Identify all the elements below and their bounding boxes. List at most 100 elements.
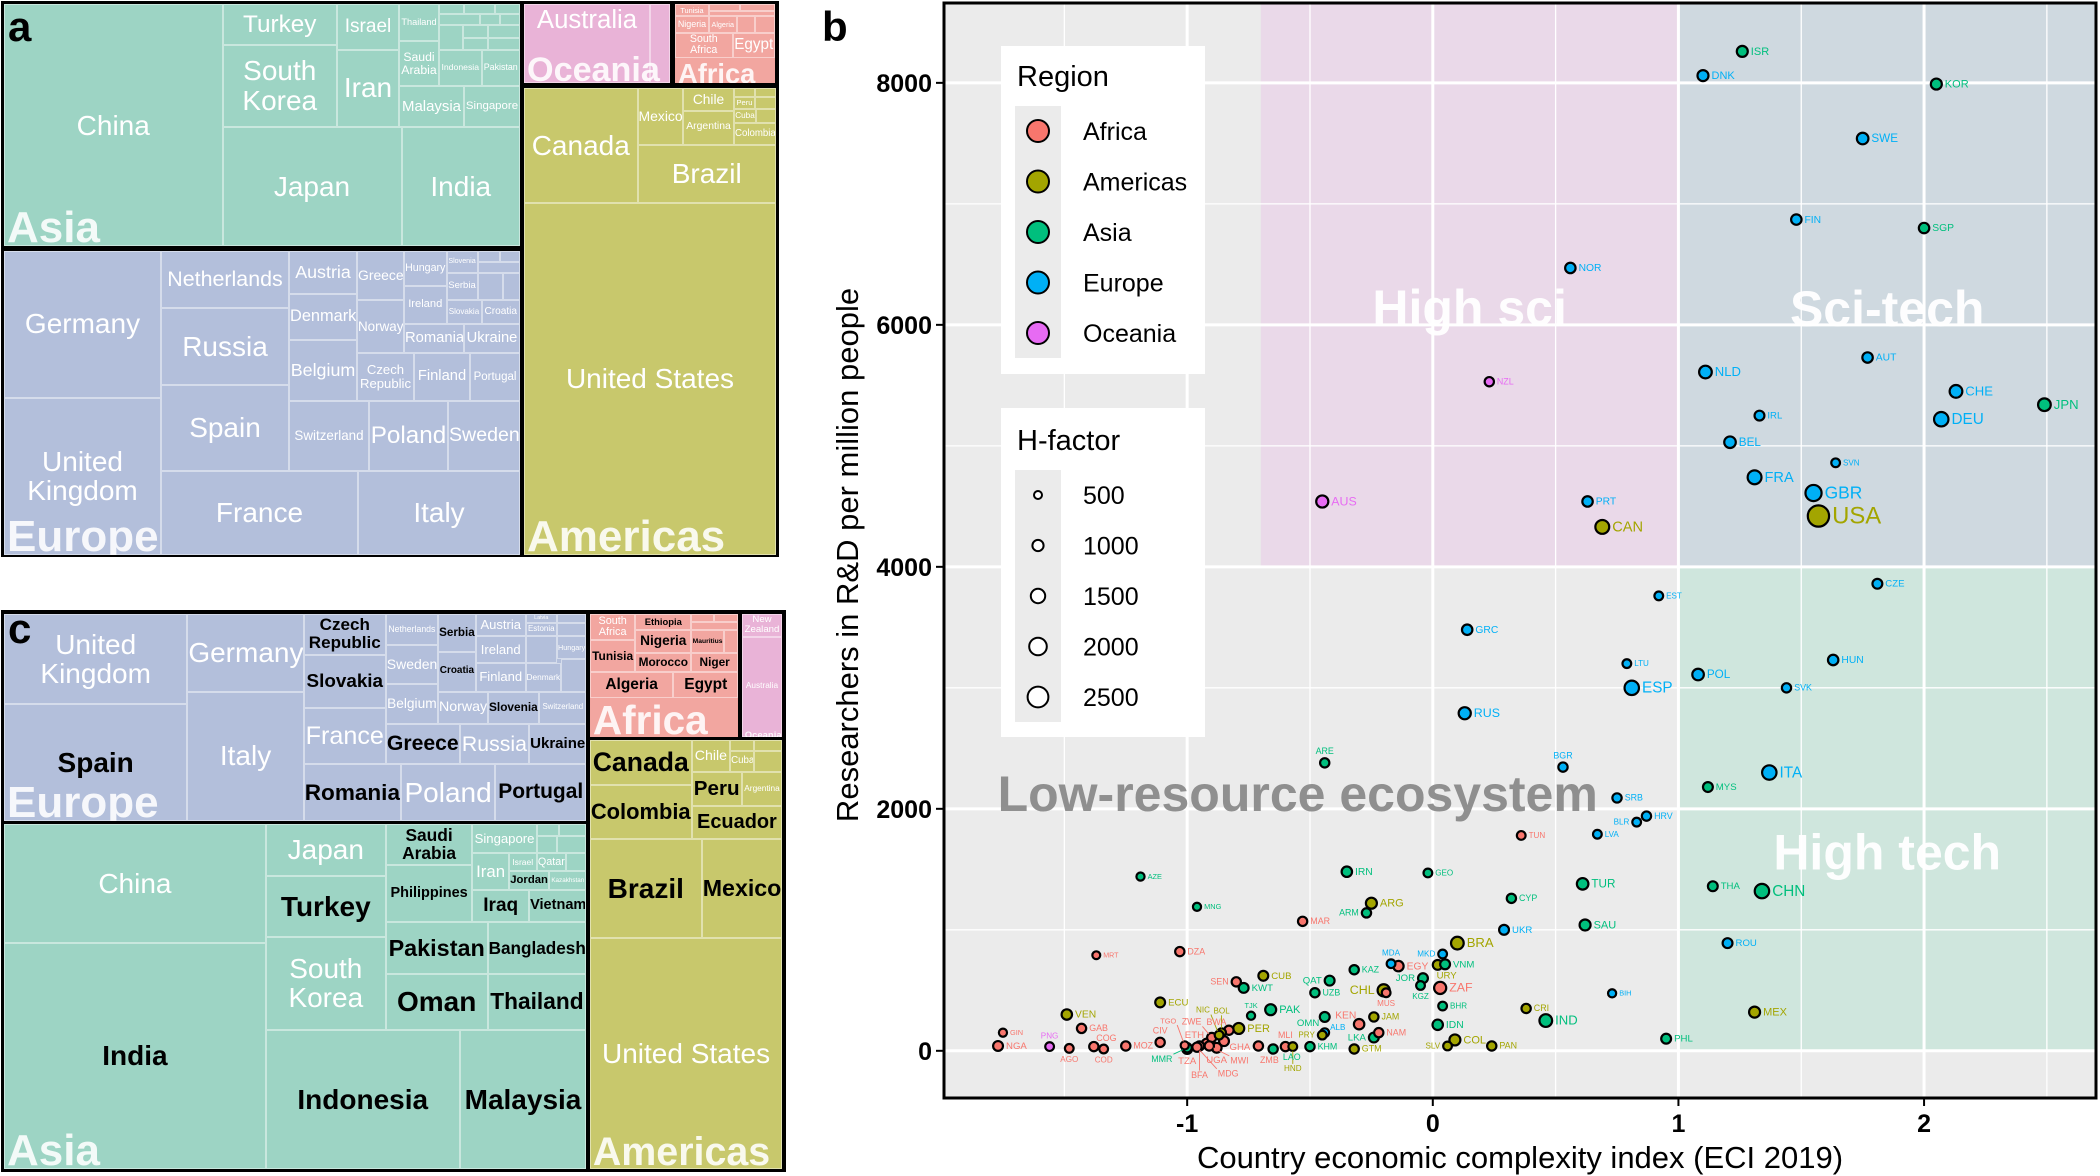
treemap-cell-egypt: Egypt [732, 32, 775, 58]
treemap-cell-colombia: Colombia [589, 784, 692, 840]
treemap-cell-austria: Austria [289, 250, 357, 294]
point-marker-cze [1871, 577, 1884, 590]
point-label-mdg: MDG [1218, 1069, 1239, 1079]
point-marker-mys [1701, 781, 1714, 794]
point-label-ecu: ECU [1168, 997, 1188, 1008]
treemap-cell-label: Israel [344, 15, 392, 37]
treemap-cell-label: Tunisia [680, 5, 704, 15]
treemap-cell-cuba: Cuba [730, 751, 755, 772]
leader-line [1176, 1024, 1184, 1042]
treemap-cell-small [566, 853, 587, 872]
point-marker-bhr [1437, 1000, 1449, 1012]
point-label-sgp: SGP [1932, 223, 1954, 234]
treemap-cell-label: Slovenia [448, 256, 476, 265]
treemap-cell-ukraine: Ukraine [464, 324, 520, 354]
point-marker-ken [1352, 1017, 1366, 1031]
treemap-cell-label: Ireland [480, 641, 521, 657]
treemap-cell-label: Norway [358, 318, 404, 334]
point-label-mda: MDA [1382, 948, 1401, 957]
treemap-cell-label: France [305, 721, 384, 750]
point-marker-rou [1721, 937, 1734, 950]
point-marker-kwt [1237, 981, 1250, 994]
treemap-cell-sweden: Sweden [448, 400, 520, 471]
legend-region-label: Africa [1083, 118, 1147, 146]
point-label-geo: GEO [1435, 869, 1453, 878]
treemap-cell-india: India [401, 126, 520, 247]
leader-line [1173, 1049, 1184, 1055]
point-label-pak: PAK [1279, 1004, 1301, 1016]
treemap-cell-brazil: Brazil [637, 144, 776, 203]
treemap-cell-label: Portugal [473, 370, 517, 383]
treemap-cell-small [525, 636, 557, 663]
point-marker-bgr [1557, 761, 1569, 773]
treemap-cell-label: Turkey [280, 890, 371, 922]
point-label-are: ARE [1316, 746, 1334, 756]
treemap-cell-label: Kazakhstan [551, 876, 585, 884]
point-label-tha: THA [1721, 881, 1741, 892]
treemap-cell-spain: Spain [161, 384, 289, 471]
treemap-cell-label: United Kingdom [27, 445, 138, 507]
treemap-cell-peru: Peru [734, 96, 755, 110]
point-marker-svk [1780, 682, 1793, 694]
treemap-cell-label: Croatia [439, 665, 475, 677]
point-marker-zaf [1432, 980, 1448, 996]
point-label-per: PER [1247, 1023, 1270, 1035]
point-marker-gbr [1804, 483, 1823, 503]
treemap-cell-label: Greece [358, 266, 404, 283]
treemap-cell-label: Belgium [387, 695, 437, 711]
point-label-mwi: MWI [1230, 1056, 1248, 1066]
treemap-cell-label: Malaysia [464, 1083, 582, 1115]
treemap-cell-switzerland: Switzerland [539, 691, 587, 724]
point-label-fra: FRA [1765, 470, 1794, 486]
treemap-cell-united-states: United States [589, 937, 783, 1169]
point-label-gtm: GTM [1362, 1044, 1382, 1054]
treemap-cell-russia: Russia [161, 307, 289, 385]
treemap-cell-jordan: Jordan [508, 871, 550, 891]
treemap-cell-label: United Kingdom [40, 628, 151, 690]
treemap-cell-label: France [215, 497, 304, 528]
point-label-irl: IRL [1767, 411, 1783, 422]
point-marker-ago [1063, 1042, 1075, 1054]
point-marker-mda [1385, 958, 1397, 970]
treemap-cell-label: Iran [343, 72, 393, 104]
treemap-cell-label: Portugal [498, 780, 584, 804]
point-label-mli: MLI [1278, 1030, 1293, 1040]
point-label-kgz: KGZ [1412, 992, 1429, 1001]
treemap-cell-pakistan: Pakistan [481, 49, 520, 87]
point-marker-prt [1581, 495, 1594, 508]
treemap-cell-label: Tunisia [592, 648, 634, 663]
point-label-nld: NLD [1715, 364, 1741, 379]
treemap-cell-label: Egypt [734, 36, 774, 54]
treemap-cell-label: Romania [304, 779, 400, 805]
treemap-cell-label: Cuba [735, 110, 755, 120]
point-label-zmb: ZMB [1260, 1055, 1279, 1065]
point-label-alb: ALB [1330, 1023, 1345, 1032]
treemap-cell-small [477, 272, 503, 300]
point-marker-tjk [1245, 1010, 1257, 1021]
point-marker-cyp [1505, 892, 1518, 905]
legend-size-circle [1029, 587, 1047, 605]
y-tick-label: 8000 [876, 70, 932, 98]
point-marker-pan [1486, 1040, 1498, 1052]
treemap-cell-label: Pakistan [388, 934, 485, 961]
point-label-aut: AUT [1876, 353, 1897, 364]
point-label-nga: NGA [1006, 1041, 1027, 1052]
treemap-cell-label: Serbia [448, 280, 476, 292]
treemap-cell-united-states: United States [524, 202, 776, 555]
treemap-cell-small [755, 96, 776, 110]
point-marker-ind [1538, 1013, 1554, 1029]
treemap-cell-label: Niger [699, 655, 730, 670]
panel-label-a: a [8, 3, 32, 50]
point-label-arg: ARG [1380, 898, 1404, 910]
treemap-cell-mauritius: Mauritius [691, 629, 725, 653]
point-marker-mrt [1091, 950, 1102, 961]
treemap-cell-label: Malaysia [402, 97, 461, 115]
axis-ticks: -1 0 1 2 0 2000 4000 6000 8000 [876, 70, 1931, 1138]
point-marker-per [1232, 1021, 1246, 1036]
treemap-cell-small [734, 88, 755, 97]
treemap-cell-label: Austria [480, 617, 521, 633]
point-label-qat: QAT [1303, 976, 1322, 987]
treemap-cell-algeria: Algeria [709, 16, 737, 33]
treemap-cell-germany: Germany [187, 614, 304, 692]
treemap-cell-small [439, 4, 464, 15]
